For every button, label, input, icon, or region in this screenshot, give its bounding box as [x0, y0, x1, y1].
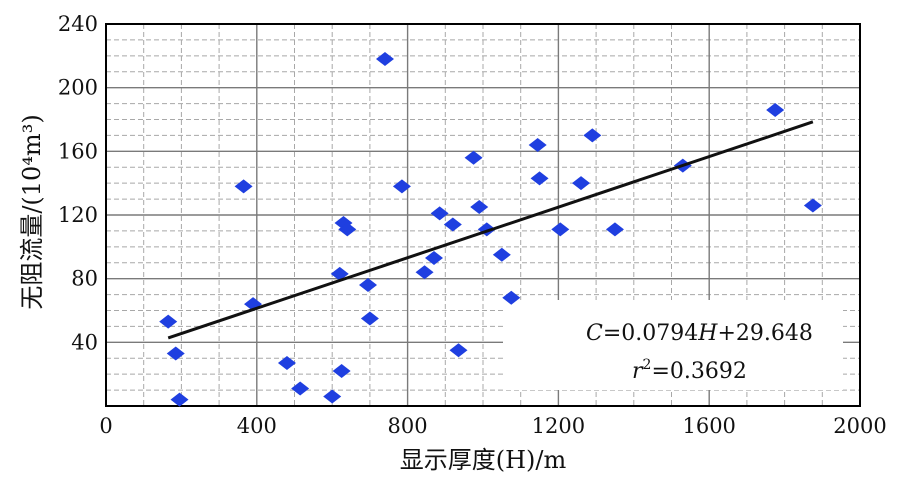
regression-line — [167, 120, 814, 340]
data-point — [803, 198, 822, 213]
data-point — [291, 381, 310, 396]
data-point — [332, 363, 351, 378]
data-point — [415, 265, 434, 280]
plot-frame — [105, 23, 861, 407]
x-tick-label: 400 — [237, 414, 277, 438]
r-squared: r2=0.3692 — [632, 357, 747, 384]
data-point — [449, 343, 468, 358]
x-tick-label: 800 — [388, 414, 428, 438]
y-tick-label: 160 — [58, 139, 98, 163]
data-point — [323, 389, 342, 404]
data-point — [359, 278, 378, 293]
data-point — [277, 356, 296, 371]
data-point — [766, 102, 785, 117]
data-point — [464, 150, 483, 165]
x-tick-labels: 0 400 800 1200 1600 2000 — [99, 414, 886, 438]
annotation-box — [503, 300, 843, 390]
data-point — [375, 52, 394, 67]
data-point — [338, 222, 357, 237]
data-point — [159, 314, 178, 329]
data-point — [430, 206, 449, 221]
data-point — [166, 346, 185, 361]
x-axis-title: 显示厚度(H)/m — [400, 446, 567, 474]
data-point — [492, 247, 511, 262]
y-tick-label: 80 — [71, 267, 98, 291]
data-point — [530, 171, 549, 186]
y-tick-label: 240 — [58, 12, 98, 36]
data-point — [170, 392, 189, 407]
data-point — [392, 179, 411, 194]
regression-equation: C=0.0794H+29.648 — [586, 321, 813, 346]
data-point — [528, 137, 547, 152]
data-point — [424, 250, 443, 265]
x-tick-label: 2000 — [833, 414, 886, 438]
y-tick-labels: 40 80 120 160 200 240 — [58, 12, 98, 354]
data-points — [159, 52, 822, 407]
x-tick-label: 1200 — [532, 414, 585, 438]
grid-major — [106, 24, 860, 406]
data-point — [551, 222, 570, 237]
y-tick-label: 120 — [58, 203, 98, 227]
data-point — [360, 311, 379, 326]
y-tick-label: 200 — [58, 76, 98, 100]
data-point — [234, 179, 253, 194]
data-point — [583, 128, 602, 143]
x-tick-label: 0 — [99, 414, 112, 438]
y-axis-title: 无阻流量/(10⁴m³) — [18, 114, 46, 309]
data-point — [502, 290, 521, 305]
data-point — [572, 176, 591, 191]
x-tick-label: 1600 — [682, 414, 735, 438]
data-point — [605, 222, 624, 237]
y-tick-label: 40 — [71, 330, 98, 354]
data-point — [470, 200, 489, 215]
data-point — [443, 217, 462, 232]
